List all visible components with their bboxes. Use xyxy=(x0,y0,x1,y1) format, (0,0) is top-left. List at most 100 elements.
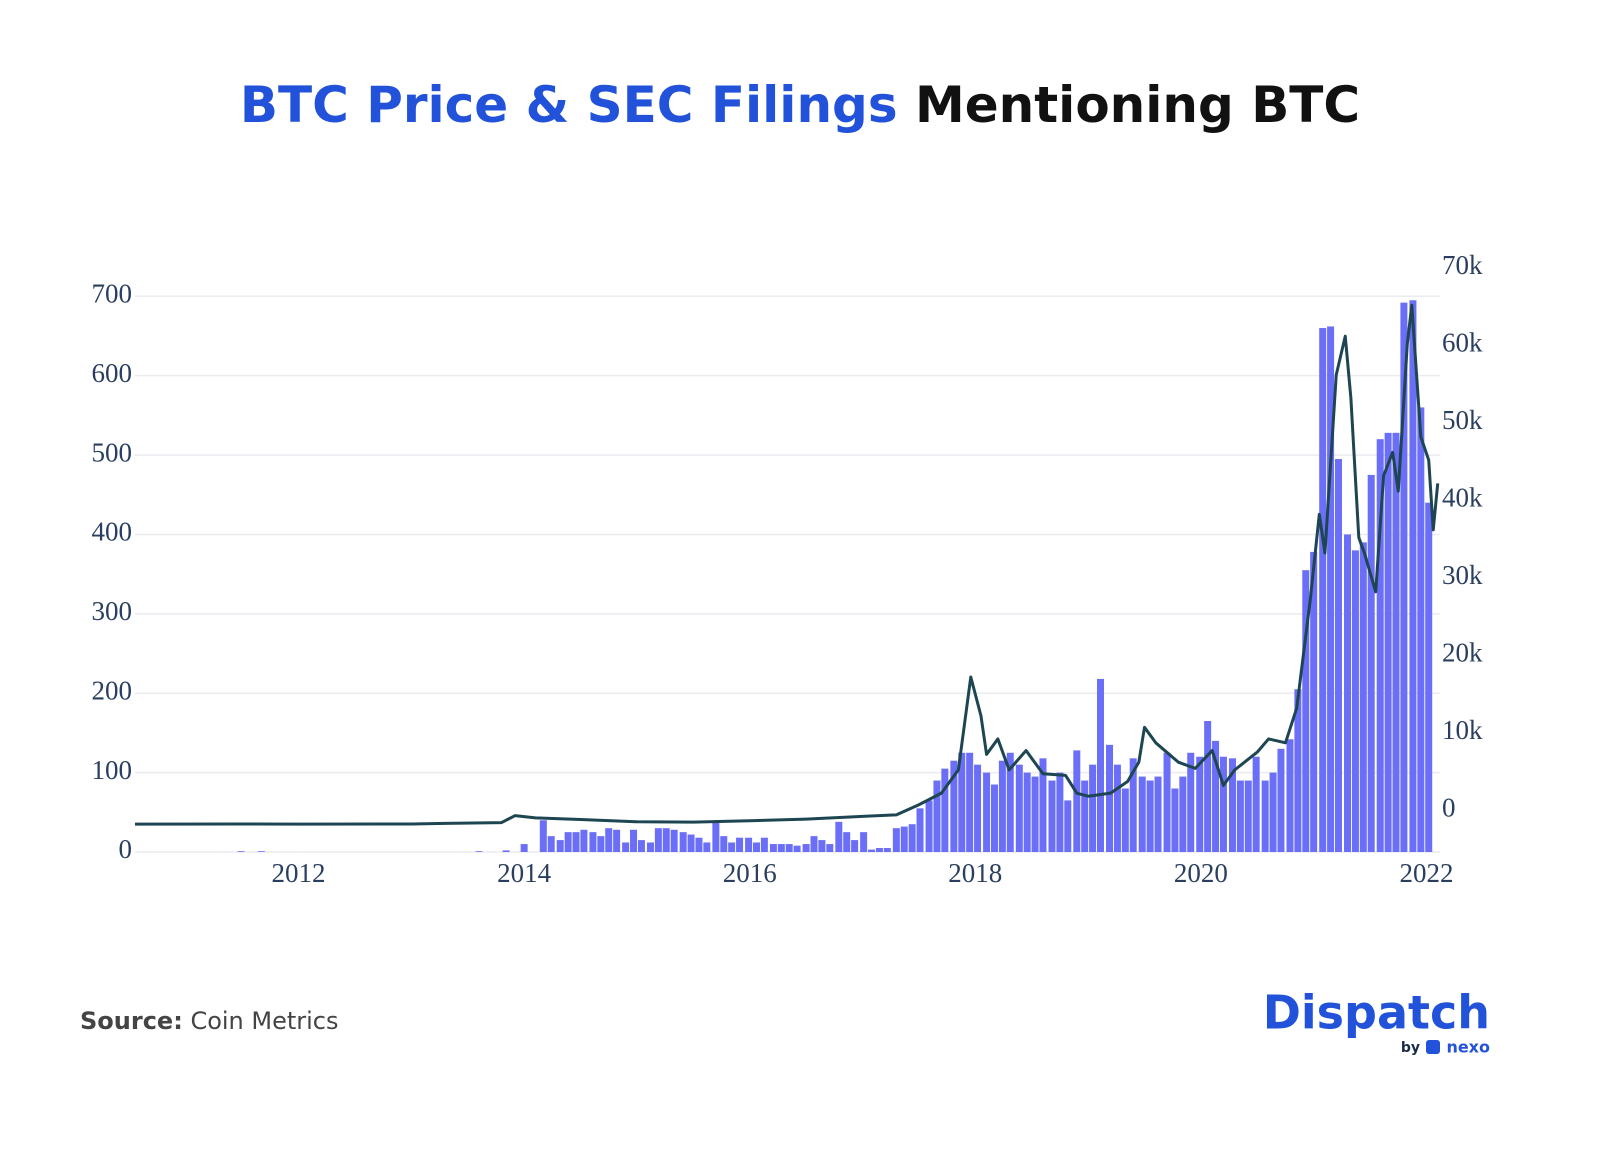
bar xyxy=(941,768,949,852)
y2-tick-label: 0 xyxy=(1442,792,1456,822)
bar xyxy=(851,840,859,852)
bar xyxy=(1302,570,1310,852)
bar xyxy=(1228,758,1236,852)
bar xyxy=(720,836,728,852)
bar xyxy=(475,851,483,852)
bar xyxy=(1384,432,1392,852)
bar xyxy=(826,844,834,852)
bar xyxy=(1187,752,1195,852)
bar xyxy=(1212,740,1220,852)
bar xyxy=(793,845,801,852)
bar xyxy=(1129,758,1137,852)
bar xyxy=(572,832,580,852)
bar xyxy=(1113,764,1121,852)
y-tick-label: 0 xyxy=(119,834,133,864)
bar xyxy=(1204,721,1212,852)
bar xyxy=(950,760,958,852)
price-line xyxy=(134,303,1440,826)
bar xyxy=(974,764,982,852)
bar xyxy=(703,842,711,852)
bar xyxy=(958,752,966,852)
logo-partner: nexo xyxy=(1446,1038,1490,1057)
bar xyxy=(712,821,720,852)
bar xyxy=(1196,756,1204,852)
bar xyxy=(1319,328,1327,852)
bar xyxy=(1269,772,1277,852)
y2-tick-label: 50k xyxy=(1442,405,1483,435)
bar xyxy=(843,832,851,852)
source-text: Coin Metrics xyxy=(190,1007,338,1035)
plot-area: 0 100 200 300 400 500 600 700 0 10k 20k 30k 40k 50k 60… xyxy=(92,250,1484,888)
bar xyxy=(622,842,630,852)
bar xyxy=(835,821,843,852)
bar xyxy=(597,836,605,852)
bar xyxy=(818,840,826,852)
bar xyxy=(1154,776,1162,852)
y-tick-label: 500 xyxy=(92,437,133,467)
bar xyxy=(1344,534,1352,852)
bar xyxy=(1359,542,1367,852)
y2-tick-label: 70k xyxy=(1442,250,1483,280)
logo-by: by xyxy=(1401,1040,1420,1056)
title-rest: Mentioning BTC xyxy=(915,76,1360,134)
bar xyxy=(1252,756,1260,852)
source-label: Source: xyxy=(80,1007,183,1035)
source-note: Source: Coin Metrics xyxy=(80,1007,339,1035)
bar xyxy=(1015,764,1023,852)
x-tick-label: 2016 xyxy=(723,858,777,888)
y-tick-label: 700 xyxy=(92,278,133,308)
bar xyxy=(1261,780,1269,852)
bar xyxy=(679,832,687,852)
bar xyxy=(687,834,695,852)
bar xyxy=(539,820,547,852)
bar xyxy=(810,836,818,852)
bar xyxy=(1138,776,1146,852)
bar xyxy=(580,829,588,852)
bar xyxy=(630,829,638,852)
bar xyxy=(1219,756,1227,852)
x-tick-label: 2012 xyxy=(272,858,326,888)
bar xyxy=(1417,407,1425,852)
bar xyxy=(502,850,510,852)
bar xyxy=(1327,326,1335,853)
y2-tick-label: 60k xyxy=(1442,328,1483,358)
y-tick-label: 400 xyxy=(92,517,133,547)
bar xyxy=(1425,502,1433,852)
bar xyxy=(1236,780,1244,852)
bar xyxy=(237,851,245,852)
bar xyxy=(760,837,768,852)
bar xyxy=(662,828,670,852)
bar xyxy=(875,848,883,852)
bar xyxy=(966,752,974,852)
bar xyxy=(802,844,810,852)
bar xyxy=(925,800,933,852)
bar xyxy=(1031,776,1039,852)
bar xyxy=(1171,788,1179,852)
bar xyxy=(1073,750,1081,852)
y-tick-label: 600 xyxy=(92,358,133,388)
bar xyxy=(745,837,753,852)
bar xyxy=(983,772,991,852)
chart-title: BTC Price & SEC Filings Mentioning BTC xyxy=(240,76,1360,134)
bar xyxy=(990,784,998,852)
bar xyxy=(589,832,597,852)
logo-icon xyxy=(1426,1040,1440,1054)
bar xyxy=(1334,459,1342,852)
bar xyxy=(1351,550,1359,852)
bar xyxy=(1400,302,1408,853)
bar xyxy=(654,828,662,852)
logo-name: Dispatch xyxy=(1263,986,1490,1040)
y-tick-label: 200 xyxy=(92,675,133,705)
bar xyxy=(998,760,1006,852)
bar xyxy=(520,844,528,852)
x-tick-label: 2020 xyxy=(1174,858,1228,888)
bar xyxy=(777,844,785,852)
bar xyxy=(908,824,916,852)
y2-tick-label: 20k xyxy=(1442,637,1483,667)
x-tick-label: 2022 xyxy=(1399,858,1453,888)
bar xyxy=(883,848,891,852)
bar xyxy=(605,828,613,852)
bar xyxy=(547,836,555,852)
bar xyxy=(670,829,678,852)
